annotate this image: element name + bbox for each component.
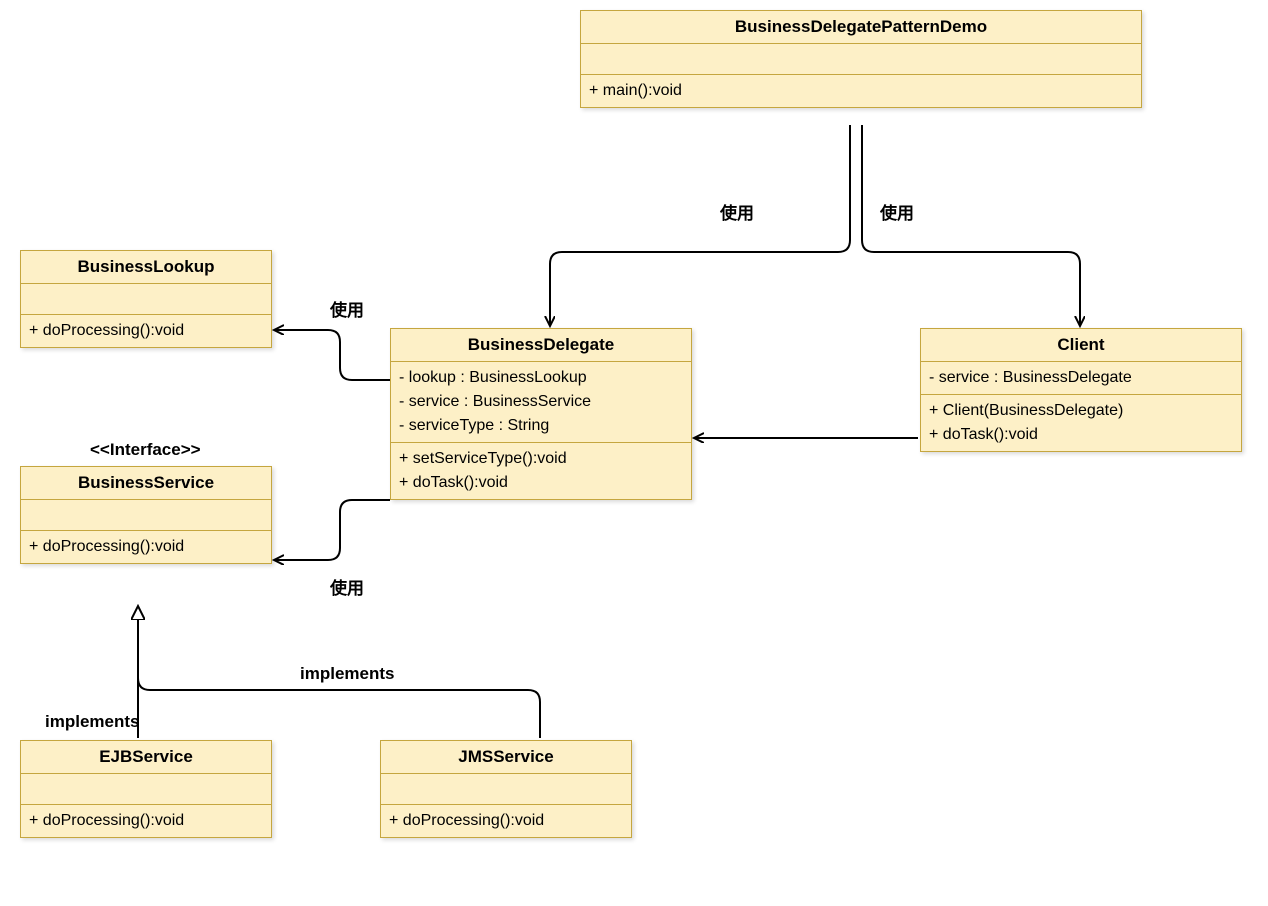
class-client: Client - service : BusinessDelegate + Cl… bbox=[920, 328, 1242, 452]
edge-demo-client bbox=[862, 125, 1080, 326]
class-jms: JMSService + doProcessing():void bbox=[380, 740, 632, 838]
class-title: JMSService bbox=[381, 741, 631, 774]
class-methods: + main():void bbox=[581, 75, 1141, 107]
attribute-item: - service : BusinessDelegate bbox=[929, 366, 1233, 390]
class-service: BusinessService + doProcessing():void bbox=[20, 466, 272, 564]
class-demo: BusinessDelegatePatternDemo + main():voi… bbox=[580, 10, 1142, 108]
method-item: + doProcessing():void bbox=[29, 809, 263, 833]
class-attributes bbox=[581, 44, 1141, 75]
edge-delegate-service bbox=[274, 500, 390, 560]
edge-delegate-lookup bbox=[274, 330, 390, 380]
class-attributes bbox=[381, 774, 631, 805]
edge-label-implements-jms: implements bbox=[300, 664, 394, 684]
attribute-item: - service : BusinessService bbox=[399, 390, 683, 414]
class-attributes: - lookup : BusinessLookup - service : Bu… bbox=[391, 362, 691, 443]
stereotype-label: <<Interface>> bbox=[90, 440, 201, 460]
method-item: + doProcessing():void bbox=[389, 809, 623, 833]
class-methods: + doProcessing():void bbox=[21, 315, 271, 347]
attribute-item: - serviceType : String bbox=[399, 414, 683, 438]
edge-label-use-delegate: 使用 bbox=[720, 199, 754, 224]
class-methods: + doProcessing():void bbox=[21, 531, 271, 563]
attribute-item: - lookup : BusinessLookup bbox=[399, 366, 683, 390]
class-methods: + setServiceType():void + doTask():void bbox=[391, 443, 691, 499]
class-title: BusinessDelegate bbox=[391, 329, 691, 362]
class-title: Client bbox=[921, 329, 1241, 362]
method-item: + setServiceType():void bbox=[399, 447, 683, 471]
edge-label-use-service: 使用 bbox=[330, 574, 364, 599]
edge-label-use-lookup: 使用 bbox=[330, 296, 364, 321]
edge-label-implements-ejb: implements bbox=[45, 712, 139, 732]
method-item: + doProcessing():void bbox=[29, 319, 263, 343]
method-item: + Client(BusinessDelegate) bbox=[929, 399, 1233, 423]
class-title: BusinessLookup bbox=[21, 251, 271, 284]
class-attributes bbox=[21, 284, 271, 315]
class-attributes bbox=[21, 774, 271, 805]
class-delegate: BusinessDelegate - lookup : BusinessLook… bbox=[390, 328, 692, 500]
method-item: + doTask():void bbox=[399, 471, 683, 495]
method-item: + main():void bbox=[589, 79, 1133, 103]
class-lookup: BusinessLookup + doProcessing():void bbox=[20, 250, 272, 348]
class-attributes: - service : BusinessDelegate bbox=[921, 362, 1241, 395]
class-title: BusinessService bbox=[21, 467, 271, 500]
edge-label-use-client: 使用 bbox=[880, 199, 914, 224]
edge-demo-delegate bbox=[550, 125, 850, 326]
class-title: EJBService bbox=[21, 741, 271, 774]
method-item: + doProcessing():void bbox=[29, 535, 263, 559]
method-item: + doTask():void bbox=[929, 423, 1233, 447]
class-ejb: EJBService + doProcessing():void bbox=[20, 740, 272, 838]
class-methods: + doProcessing():void bbox=[381, 805, 631, 837]
class-attributes bbox=[21, 500, 271, 531]
class-title: BusinessDelegatePatternDemo bbox=[581, 11, 1141, 44]
class-methods: + Client(BusinessDelegate) + doTask():vo… bbox=[921, 395, 1241, 451]
class-methods: + doProcessing():void bbox=[21, 805, 271, 837]
